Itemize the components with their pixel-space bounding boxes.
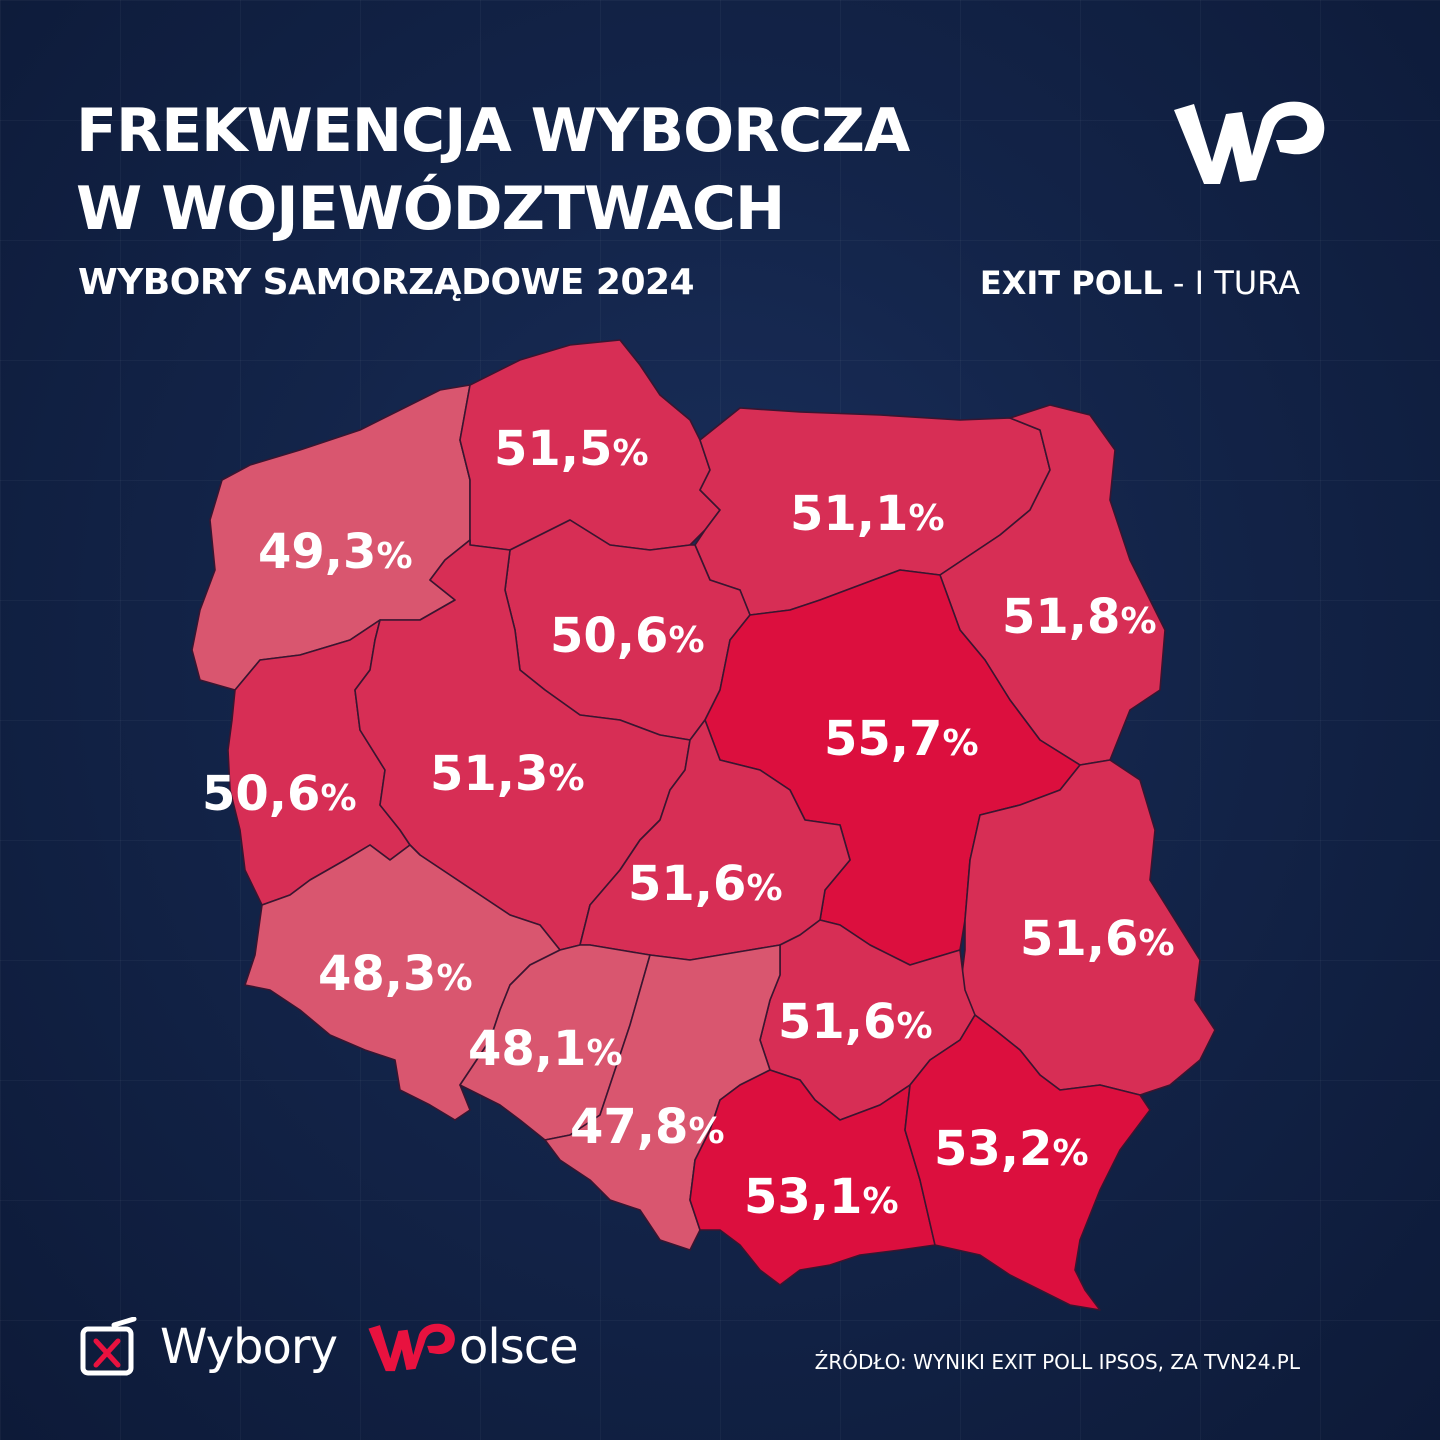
value-lubelskie: 51,6	[1020, 911, 1138, 967]
pct-dolnoslaskie: %	[436, 958, 472, 999]
source-note: ŹRÓDŁO: WYNIKI EXIT POLL IPSOS, ZA TVN24…	[814, 1350, 1300, 1374]
title-line-1: FREKWENCJA WYBORCZA	[76, 96, 910, 166]
brand-olsce: olsce	[459, 1319, 579, 1375]
value-opolskie: 48,1	[468, 1021, 586, 1077]
label-swietokrzyskie: 51,6%	[778, 994, 933, 1050]
pct-lubelskie: %	[1138, 923, 1174, 964]
value-warminsko-mazurskie: 51,1	[790, 486, 908, 542]
value-lodzkie: 51,6	[628, 856, 746, 912]
value-dolnoslaskie: 48,3	[318, 946, 436, 1002]
page-title: FREKWENCJA WYBORCZA W WOJEWÓDZTWACH	[76, 92, 910, 248]
region-podkarpackie	[904, 1014, 1151, 1311]
label-lodzkie: 51,6%	[628, 856, 783, 912]
wp-logo-icon	[1174, 101, 1325, 184]
label-podlaskie: 51,8%	[1002, 589, 1157, 645]
value-zachodniopomorskie: 49,3	[258, 524, 376, 580]
pct-slaskie: %	[688, 1111, 724, 1152]
exit-poll-bold: EXIT POLL	[979, 264, 1163, 302]
pct-malopolskie: %	[862, 1181, 898, 1222]
exit-poll-round: - I TURA	[1162, 264, 1300, 302]
value-lubuskie: 50,6	[202, 766, 320, 822]
label-dolnoslaskie: 48,3%	[318, 946, 473, 1002]
label-warminsko-mazurskie: 51,1%	[790, 486, 945, 542]
value-podkarpackie: 53,2	[934, 1121, 1052, 1177]
exit-poll-label: EXIT POLL - I TURA	[980, 264, 1300, 302]
label-lubuskie: 50,6%	[202, 766, 357, 822]
label-malopolskie: 53,1%	[744, 1169, 899, 1225]
pct-lodzkie: %	[746, 868, 782, 909]
value-kujawsko-pomorskie: 50,6	[550, 608, 668, 664]
subtitle: WYBORY SAMORZĄDOWE 2024	[78, 262, 695, 303]
label-mazowieckie: 55,7%	[824, 711, 979, 767]
ballot-box-icon	[80, 1317, 137, 1376]
label-zachodniopomorskie: 49,3%	[258, 524, 413, 580]
brand-wybory: Wybory	[160, 1319, 338, 1375]
value-malopolskie: 53,1	[744, 1169, 862, 1225]
label-pomorskie: 51,5%	[494, 421, 649, 477]
pct-kujawsko-pomorskie: %	[668, 620, 704, 661]
label-lubelskie: 51,6%	[1020, 911, 1175, 967]
region-malopolskie	[689, 1069, 936, 1286]
value-wielkopolskie: 51,3	[430, 746, 548, 802]
value-slaskie: 47,8	[570, 1099, 688, 1155]
pct-pomorskie: %	[612, 433, 648, 474]
pct-zachodniopomorskie: %	[376, 536, 412, 577]
label-podkarpackie: 53,2%	[934, 1121, 1089, 1177]
label-slaskie: 47,8%	[570, 1099, 725, 1155]
wp-red-logo-icon	[368, 1323, 455, 1372]
value-swietokrzyskie: 51,6	[778, 994, 896, 1050]
label-opolskie: 48,1%	[468, 1021, 623, 1077]
pct-mazowieckie: %	[942, 723, 978, 764]
footer-brand: Wybory olsce	[80, 1312, 579, 1382]
pct-opolskie: %	[586, 1033, 622, 1074]
pct-wielkopolskie: %	[548, 758, 584, 799]
value-mazowieckie: 55,7	[824, 711, 942, 767]
value-podlaskie: 51,8	[1002, 589, 1120, 645]
label-kujawsko-pomorskie: 50,6%	[550, 608, 705, 664]
pct-warminsko-mazurskie: %	[908, 498, 944, 539]
pct-podlaskie: %	[1120, 601, 1156, 642]
pct-lubuskie: %	[320, 778, 356, 819]
title-line-2: W WOJEWÓDZTWACH	[76, 174, 785, 244]
pct-podkarpackie: %	[1052, 1133, 1088, 1174]
label-wielkopolskie: 51,3%	[430, 746, 585, 802]
value-pomorskie: 51,5	[494, 421, 612, 477]
region-labels: 51,5% 51,1% 49,3% 50,6% 51,8% 55,7% 50,6…	[202, 421, 1175, 1225]
pct-swietokrzyskie: %	[896, 1006, 932, 1047]
